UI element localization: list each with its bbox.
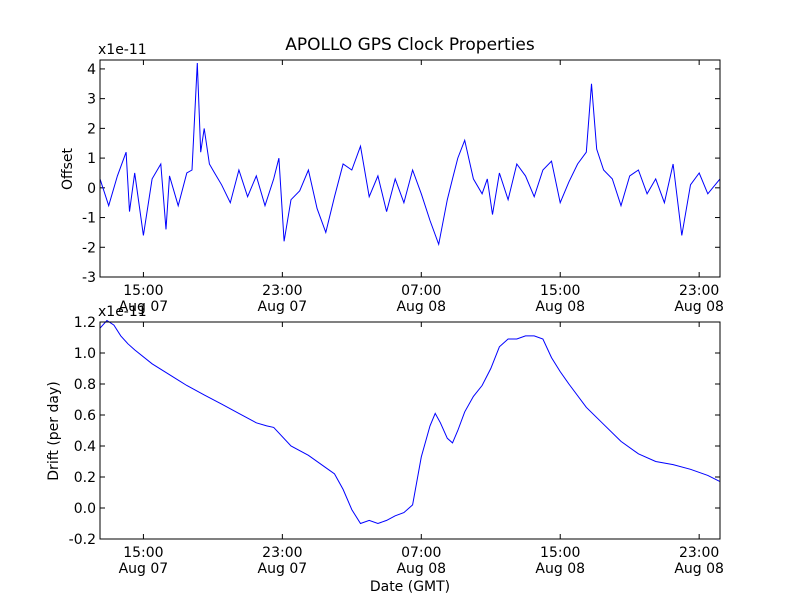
offset-xtick-time-label: 15:00 (540, 283, 580, 299)
offset-xtick-date-label: Aug 08 (674, 299, 724, 315)
offset-xtick-time-label: 15:00 (123, 283, 163, 299)
offset-xtick-date-label: Aug 08 (535, 299, 585, 315)
drift-series (99, 319, 721, 525)
drift-ytick-label: 0.8 (74, 377, 96, 393)
offset-series-line-0 (99, 62, 721, 247)
drift-ytick-label: 1.0 (74, 346, 96, 362)
drift-xtick-date-label: Aug 08 (396, 561, 446, 577)
drift-multiplier-label: x1e-11 (98, 304, 147, 320)
offset-y-axis-label: Offset (60, 147, 76, 190)
drift-panel: x1e-11 Drift (per day) Date (GMT) -0.2 0.… (46, 304, 724, 595)
offset-xtick-date-label: Aug 07 (119, 299, 169, 315)
offset-ytick-label: 4 (87, 62, 96, 78)
drift-xtick-date-label: Aug 07 (119, 561, 169, 577)
offset-series (99, 62, 721, 247)
drift-xtick-date-label: Aug 07 (258, 561, 308, 577)
drift-xtick-time-label: 15:00 (540, 545, 580, 561)
offset-plot-frame (99, 59, 721, 278)
offset-ytick-label: 3 (87, 92, 96, 108)
offset-ytick-label: -3 (82, 270, 96, 286)
drift-ytick-label: 0.4 (74, 439, 96, 455)
drift-xtick-time-label: 23:00 (679, 545, 719, 561)
drift-xtick-date-label: Aug 08 (674, 561, 724, 577)
offset-xtick-date-label: Aug 08 (396, 299, 446, 315)
drift-ytick-label: -0.2 (69, 532, 96, 548)
x-axis-label: Date (GMT) (370, 579, 450, 595)
offset-ytick-label: 1 (87, 151, 96, 167)
offset-ytick-label: -1 (82, 211, 96, 227)
drift-series-line-0 (99, 319, 721, 525)
drift-xtick-date-label: Aug 08 (535, 561, 585, 577)
drift-plot-frame (99, 321, 721, 540)
drift-y-axis-label: Drift (per day) (46, 381, 62, 480)
chart-title: APOLLO GPS Clock Properties (285, 35, 535, 55)
drift-xtick-time-label: 23:00 (262, 545, 302, 561)
offset-panel: APOLLO GPS Clock Properties x1e-11 Offse… (60, 35, 724, 315)
offset-ytick-label: 2 (87, 121, 96, 137)
offset-ytick-label: 0 (87, 181, 96, 197)
offset-xtick-time-label: 23:00 (679, 283, 719, 299)
offset-multiplier-label: x1e-11 (98, 42, 147, 58)
offset-xtick-date-label: Aug 07 (258, 299, 308, 315)
drift-xtick-time-label: 15:00 (123, 545, 163, 561)
drift-ytick-label: 1.2 (74, 315, 96, 331)
drift-ytick-label: 0.6 (74, 408, 96, 424)
offset-ytick-label: -2 (82, 240, 96, 256)
drift-ytick-label: 0.2 (74, 470, 96, 486)
offset-xtick-time-label: 07:00 (401, 283, 441, 299)
offset-xtick-time-label: 23:00 (262, 283, 302, 299)
drift-xtick-time-label: 07:00 (401, 545, 441, 561)
drift-ytick-label: 0.0 (74, 501, 96, 517)
